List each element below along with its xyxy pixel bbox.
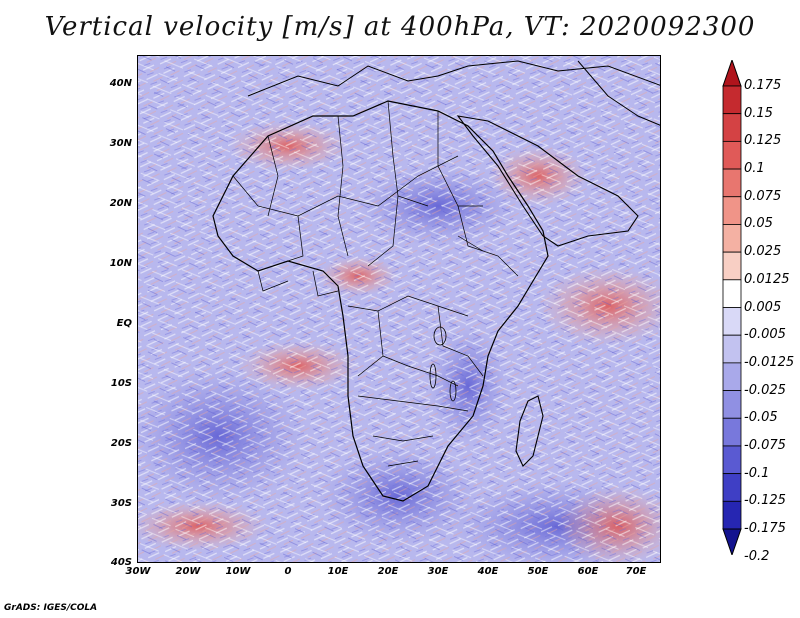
colorbar-label: 0.1 (744, 161, 765, 177)
colorbar-label: -0.175 (744, 521, 786, 536)
lon-label-70e: 70E (625, 566, 647, 577)
colorbar-label: 0.005 (744, 299, 782, 315)
lat-label-10n: 10N (109, 258, 132, 269)
grads-credit: GrADS: IGES/COLA (4, 603, 98, 613)
colorbar-label: -0.125 (744, 493, 786, 509)
colorbar-bin (722, 417, 742, 447)
colorbar-label: -0.025 (744, 382, 786, 398)
colorbar-bin (722, 196, 742, 225)
lat-label-40s: 40S (110, 557, 132, 568)
africa-coastline (212, 100, 549, 502)
colorbar-bin (722, 445, 742, 475)
colorbar-bin (722, 251, 742, 281)
lon-label-60e: 60E (577, 566, 599, 577)
country-borders (232, 100, 519, 467)
colorbar-label: -0.0125 (744, 354, 795, 370)
lat-label-30n: 30N (109, 138, 132, 149)
colorbar-label: -0.1 (744, 465, 770, 481)
lon-label-30e: 30E (427, 566, 449, 577)
madagascar-outline (515, 395, 544, 467)
colorbar-bin (722, 279, 742, 308)
map-panel (137, 55, 661, 563)
colorbar-bin (722, 85, 742, 115)
arabia-outline (456, 115, 639, 247)
colorbar-label: -0.075 (744, 437, 786, 453)
colorbar-top-triangle (722, 60, 742, 87)
lon-label-30w: 30W (125, 566, 151, 577)
lon-label-20e: 20E (377, 566, 399, 577)
lat-label-10s: 10S (110, 378, 132, 389)
colorbar-bin (722, 224, 742, 253)
colorbar-label: 0.025 (744, 244, 782, 260)
lon-label-10w: 10W (225, 566, 251, 577)
colorbar-bin (722, 113, 742, 142)
lat-label-20s: 20S (110, 438, 132, 449)
lon-label-20w: 20W (175, 566, 201, 577)
colorbar-label: -0.2 (744, 548, 770, 564)
colorbar-label: -0.005 (744, 327, 786, 343)
colorbar-bin (722, 362, 742, 391)
colorbar-label: 0.075 (744, 188, 782, 204)
colorbar-label: -0.05 (744, 410, 778, 426)
lat-label-eq: EQ (116, 318, 132, 329)
colorbar-label: 0.175 (744, 78, 782, 93)
colorbar-bin (722, 473, 742, 502)
lon-label-0: 0 (284, 566, 292, 577)
colorbar-label: 0.125 (744, 133, 782, 149)
colorbar-bin (722, 500, 742, 530)
colorbar-bin (722, 390, 742, 419)
lon-label-40e: 40E (477, 566, 499, 577)
colorbar (722, 60, 742, 555)
colorbar-label: 0.05 (744, 216, 773, 232)
lat-label-30s: 30S (110, 498, 132, 509)
lat-label-20n: 20N (109, 198, 132, 209)
velocity-field (138, 56, 660, 562)
europe-coastline (247, 60, 660, 97)
colorbar-label: 0.15 (744, 105, 773, 121)
colorbar-label: 0.0125 (744, 271, 790, 287)
colorbar-bin (722, 307, 742, 336)
colorbar-bin (722, 140, 742, 170)
chart-title: Vertical velocity [m/s] at 400hPa, VT: 2… (44, 12, 756, 42)
colorbar-bin (722, 168, 742, 198)
lat-label-40n: 40N (109, 78, 132, 89)
lon-label-10e: 10E (327, 566, 349, 577)
lon-label-50e: 50E (527, 566, 549, 577)
colorbar-bottom-triangle (722, 528, 742, 555)
colorbar-bin (722, 334, 742, 364)
